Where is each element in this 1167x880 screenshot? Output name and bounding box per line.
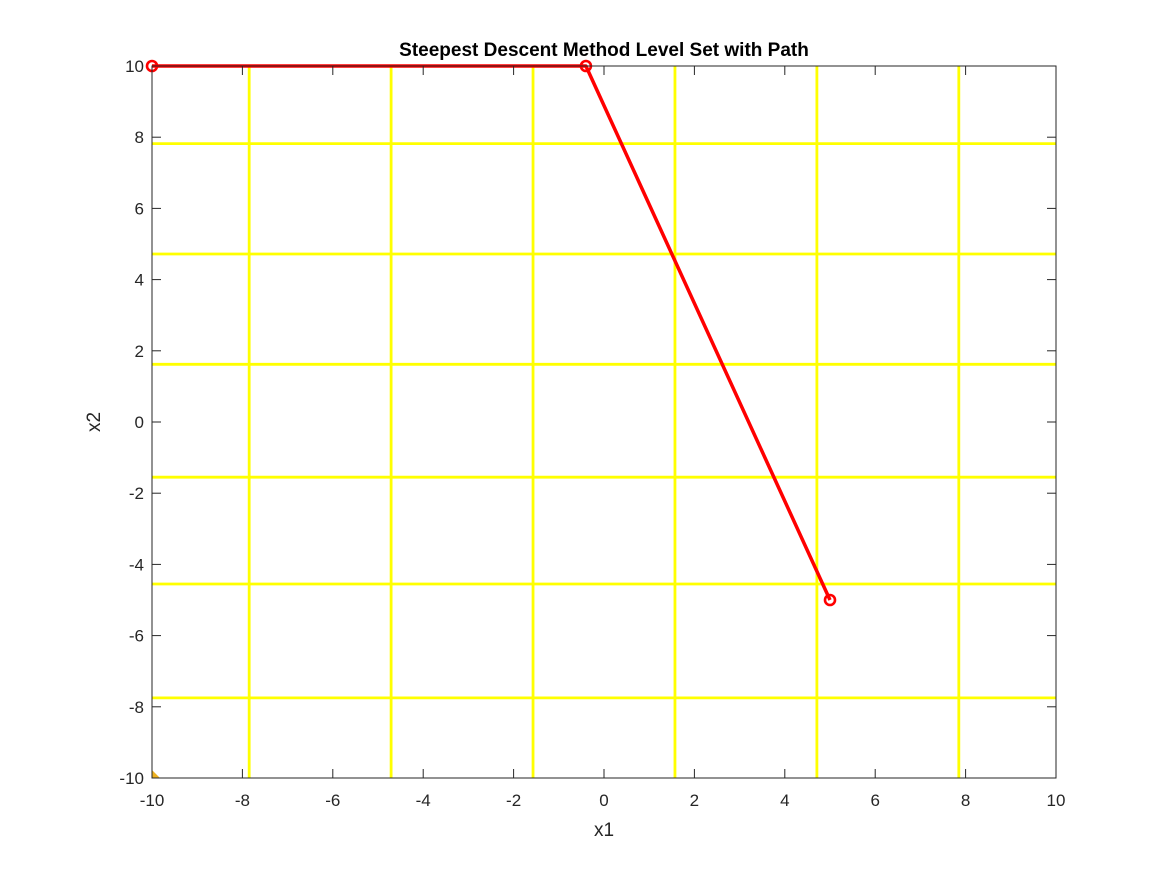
contour-corner-accent [152, 770, 160, 778]
x-tick-label: -10 [140, 791, 165, 810]
x-tick-label: 8 [961, 791, 970, 810]
y-tick-label: 0 [135, 413, 144, 432]
y-axis-label: x2 [84, 412, 105, 432]
y-tick-label: 8 [135, 128, 144, 147]
y-tick-label: 4 [135, 271, 144, 290]
y-tick-label: -6 [129, 627, 144, 646]
axes: -10 -8 -6 -4 -2 0 2 4 6 8 10 -10 -8 -6 -4 -2 0 2 4 6 8 10 [119, 57, 1065, 810]
y-tick-label: -10 [119, 769, 144, 788]
y-tick-label: -8 [129, 698, 144, 717]
chart-title: Steepest Descent Method Level Set with P… [399, 40, 809, 61]
x-tick-label: -6 [325, 791, 340, 810]
y-tick-label: -4 [129, 555, 144, 574]
path-point-3 [823, 593, 837, 607]
level-set-contours [152, 66, 1056, 778]
x-tick-label: -8 [235, 791, 250, 810]
x-tick-label: 2 [690, 791, 699, 810]
x-tick-label: -2 [506, 791, 521, 810]
x-tick-label: 4 [780, 791, 789, 810]
x-axis-label: x1 [594, 820, 614, 841]
y-tick-label: -2 [129, 484, 144, 503]
y-tick-label: 10 [125, 57, 144, 76]
x-tick-label: -4 [416, 791, 431, 810]
x-tick-label: 0 [599, 791, 608, 810]
x-tick-label: 6 [870, 791, 879, 810]
x-tick-label: 10 [1047, 791, 1066, 810]
y-tick-label: 2 [135, 342, 144, 361]
y-tick-label: 6 [135, 199, 144, 218]
plot-area [152, 66, 1056, 778]
